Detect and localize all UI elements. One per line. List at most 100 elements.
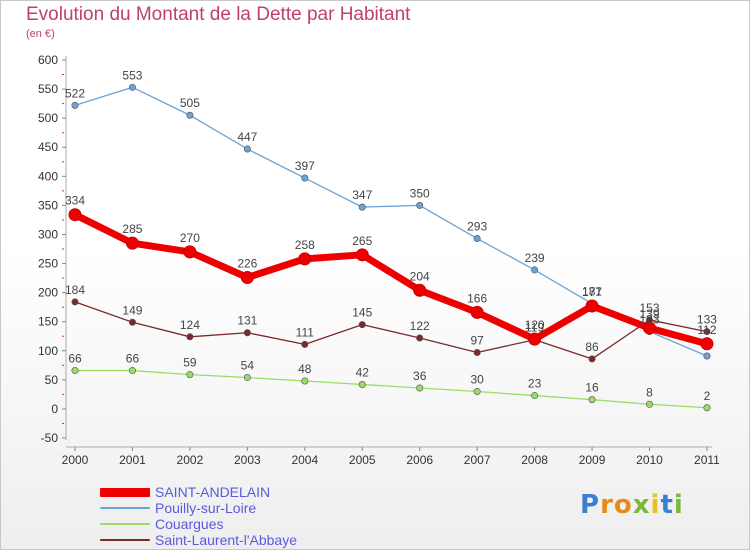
series-line-3 — [74, 301, 708, 360]
data-label: 86 — [585, 340, 599, 354]
logo-letter: i — [650, 490, 661, 520]
data-point-2 — [416, 384, 424, 392]
x-tick-label: 2000 — [62, 453, 89, 467]
data-point-0 — [68, 208, 82, 222]
data-label: 505 — [180, 96, 200, 110]
legend-swatch — [100, 539, 150, 541]
chart-unit: (en €) — [26, 28, 55, 40]
data-label: 258 — [295, 238, 315, 252]
data-point-3 — [128, 318, 136, 326]
data-label: 36 — [413, 369, 427, 383]
data-point-0 — [413, 283, 427, 297]
data-label: 350 — [410, 186, 430, 200]
data-label: 181 — [582, 285, 602, 299]
legend-swatch — [100, 507, 150, 509]
data-point-3 — [71, 298, 79, 306]
data-label: 124 — [180, 318, 200, 332]
legend-item: Pouilly-sur-Loire — [100, 500, 360, 516]
data-point-0 — [298, 252, 312, 266]
y-tick-label: 250 — [38, 257, 58, 271]
y-tick-label: 150 — [38, 315, 58, 329]
y-tick-label: 350 — [38, 198, 58, 212]
data-label: 59 — [183, 356, 197, 370]
data-point-2 — [243, 374, 251, 382]
data-point-1 — [531, 266, 539, 274]
data-label: 48 — [298, 362, 312, 376]
data-label: 54 — [241, 359, 255, 373]
data-point-1 — [243, 145, 251, 153]
data-label: 293 — [467, 220, 487, 234]
data-point-1 — [416, 201, 424, 209]
data-point-1 — [473, 235, 481, 243]
data-point-0 — [585, 299, 599, 313]
x-tick-label: 2006 — [406, 453, 433, 467]
logo-letter: i — [673, 490, 684, 520]
data-label: 347 — [352, 188, 372, 202]
data-label: 334 — [65, 194, 85, 208]
data-point-0 — [700, 337, 714, 351]
legend-swatch — [100, 523, 150, 525]
data-point-1 — [358, 203, 366, 211]
y-tick-label: 500 — [38, 111, 58, 125]
y-tick-label: 600 — [38, 53, 58, 67]
x-tick-label: 2007 — [464, 453, 491, 467]
x-tick-label: 2005 — [349, 453, 376, 467]
data-point-0 — [355, 248, 369, 262]
y-tick-label: 450 — [38, 140, 58, 154]
data-label: 397 — [295, 159, 315, 173]
data-point-1 — [703, 352, 711, 360]
data-point-0 — [643, 321, 656, 335]
data-label: 204 — [410, 269, 430, 283]
legend-label: Pouilly-sur-Loire — [155, 500, 257, 516]
y-tick-label: 300 — [38, 227, 58, 241]
logo-letter: r — [600, 490, 614, 520]
x-tick-label: 2002 — [177, 453, 204, 467]
data-point-2 — [186, 371, 194, 379]
legend-swatch — [100, 488, 150, 497]
data-point-2 — [358, 380, 366, 388]
data-point-3 — [703, 328, 711, 336]
data-label: 285 — [122, 222, 142, 236]
data-label: 133 — [697, 313, 717, 327]
data-point-1 — [186, 111, 194, 119]
data-label: 23 — [528, 377, 542, 391]
data-point-2 — [473, 387, 481, 395]
data-label: 149 — [122, 303, 142, 317]
data-label: 122 — [410, 319, 430, 333]
y-tick-label: -50 — [41, 431, 59, 445]
legend-label: Couargues — [155, 516, 224, 532]
y-tick-label: 50 — [45, 373, 59, 387]
data-point-3 — [588, 355, 596, 363]
y-tick-label: 100 — [38, 344, 58, 358]
data-point-1 — [71, 101, 79, 109]
data-point-0 — [470, 305, 484, 319]
data-label: 522 — [65, 86, 85, 100]
data-label: 166 — [467, 291, 487, 305]
x-tick-label: 2001 — [119, 453, 146, 467]
series-line-2 — [74, 369, 708, 409]
data-label: 66 — [126, 352, 140, 366]
y-tick-label: 200 — [38, 286, 58, 300]
data-label: 226 — [237, 256, 257, 270]
data-label: 112 — [697, 323, 716, 337]
data-point-2 — [588, 396, 596, 404]
data-point-2 — [645, 400, 653, 408]
x-tick-label: 2008 — [521, 453, 548, 467]
data-point-2 — [71, 367, 79, 375]
legend-label: Saint-Laurent-l'Abbaye — [155, 532, 297, 548]
data-point-3 — [301, 340, 309, 348]
x-tick-label: 2009 — [579, 453, 606, 467]
logo-letter: o — [613, 490, 633, 520]
data-label: 239 — [525, 251, 545, 265]
logo-letter: P — [580, 490, 601, 520]
data-label: 447 — [237, 130, 257, 144]
legend: SAINT-ANDELAIN Pouilly-sur-Loire Couargues… — [100, 484, 360, 548]
data-point-0 — [125, 236, 139, 250]
x-tick-label: 2010 — [636, 453, 663, 467]
data-point-2 — [703, 404, 711, 412]
data-point-3 — [416, 334, 424, 342]
data-point-0 — [240, 270, 254, 284]
data-point-1 — [128, 83, 136, 91]
